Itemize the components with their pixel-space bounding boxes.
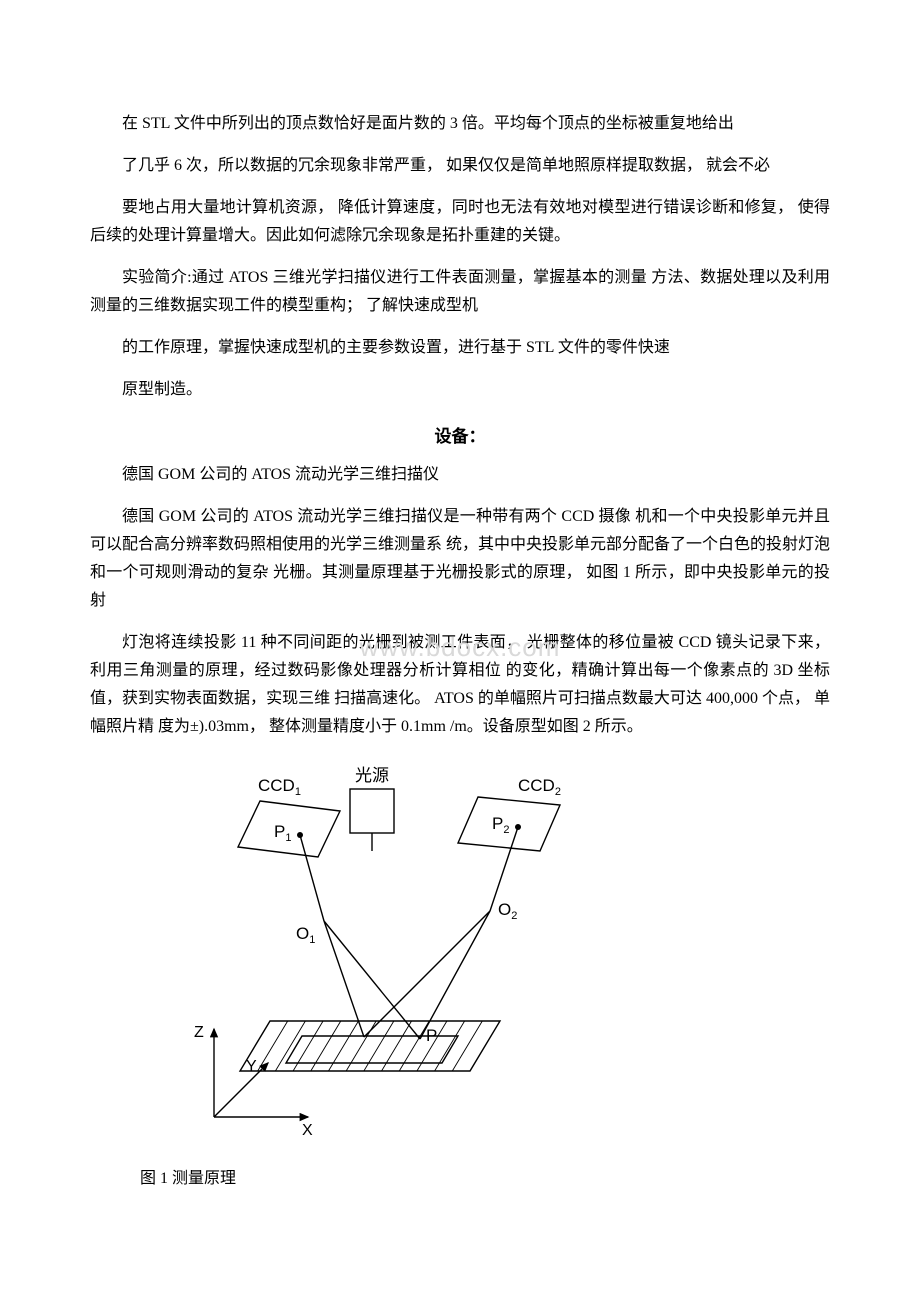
svg-text:光源: 光源: [355, 766, 389, 785]
paragraph-8: 德国 GOM 公司的 ATOS 流动光学三维扫描仪是一种带有两个 CCD 摄像 …: [90, 503, 830, 615]
paragraph-9: 灯泡将连续投影 11 种不同间距的光栅到被测工件表面， 光栅整体的移位量被 CC…: [90, 629, 830, 741]
svg-text:P2: P2: [492, 814, 509, 836]
section-heading-equipment: 设备：: [90, 422, 830, 447]
page: www.bdocx.com 在 STL 文件中所列出的顶点数恰好是面片数的 3 …: [90, 110, 830, 1188]
figure-1-caption: 图 1 测量原理: [140, 1164, 830, 1188]
svg-text:P1: P1: [274, 822, 291, 844]
paragraph-6: 原型制造。: [90, 376, 830, 404]
svg-text:O1: O1: [296, 924, 315, 946]
svg-text:X: X: [302, 1122, 313, 1139]
figure-1-svg: 光源 CCD1 P1 CCD2 P2 O1 O2 P X Y Z: [140, 761, 600, 1151]
paragraph-4: 实验简介:通过 ATOS 三维光学扫描仪进行工件表面测量，掌握基本的测量 方法、…: [90, 264, 830, 320]
svg-text:P: P: [426, 1026, 437, 1045]
svg-text:Y: Y: [246, 1058, 257, 1075]
svg-text:O2: O2: [498, 900, 517, 922]
figure-1: 光源 CCD1 P1 CCD2 P2 O1 O2 P X Y Z: [140, 761, 830, 1156]
paragraph-1: 在 STL 文件中所列出的顶点数恰好是面片数的 3 倍。平均每个顶点的坐标被重复…: [90, 110, 830, 138]
svg-text:Z: Z: [194, 1024, 204, 1041]
paragraph-3: 要地占用大量地计算机资源， 降低计算速度，同时也无法有效地对模型进行错误诊断和修…: [90, 194, 830, 250]
svg-text:CCD1: CCD1: [258, 776, 301, 798]
paragraph-5: 的工作原理，掌握快速成型机的主要参数设置，进行基于 STL 文件的零件快速: [90, 334, 830, 362]
paragraph-2: 了几乎 6 次，所以数据的冗余现象非常严重， 如果仅仅是简单地照原样提取数据， …: [90, 152, 830, 180]
paragraph-7: 德国 GOM 公司的 ATOS 流动光学三维扫描仪: [90, 461, 830, 489]
svg-text:CCD2: CCD2: [518, 776, 561, 798]
